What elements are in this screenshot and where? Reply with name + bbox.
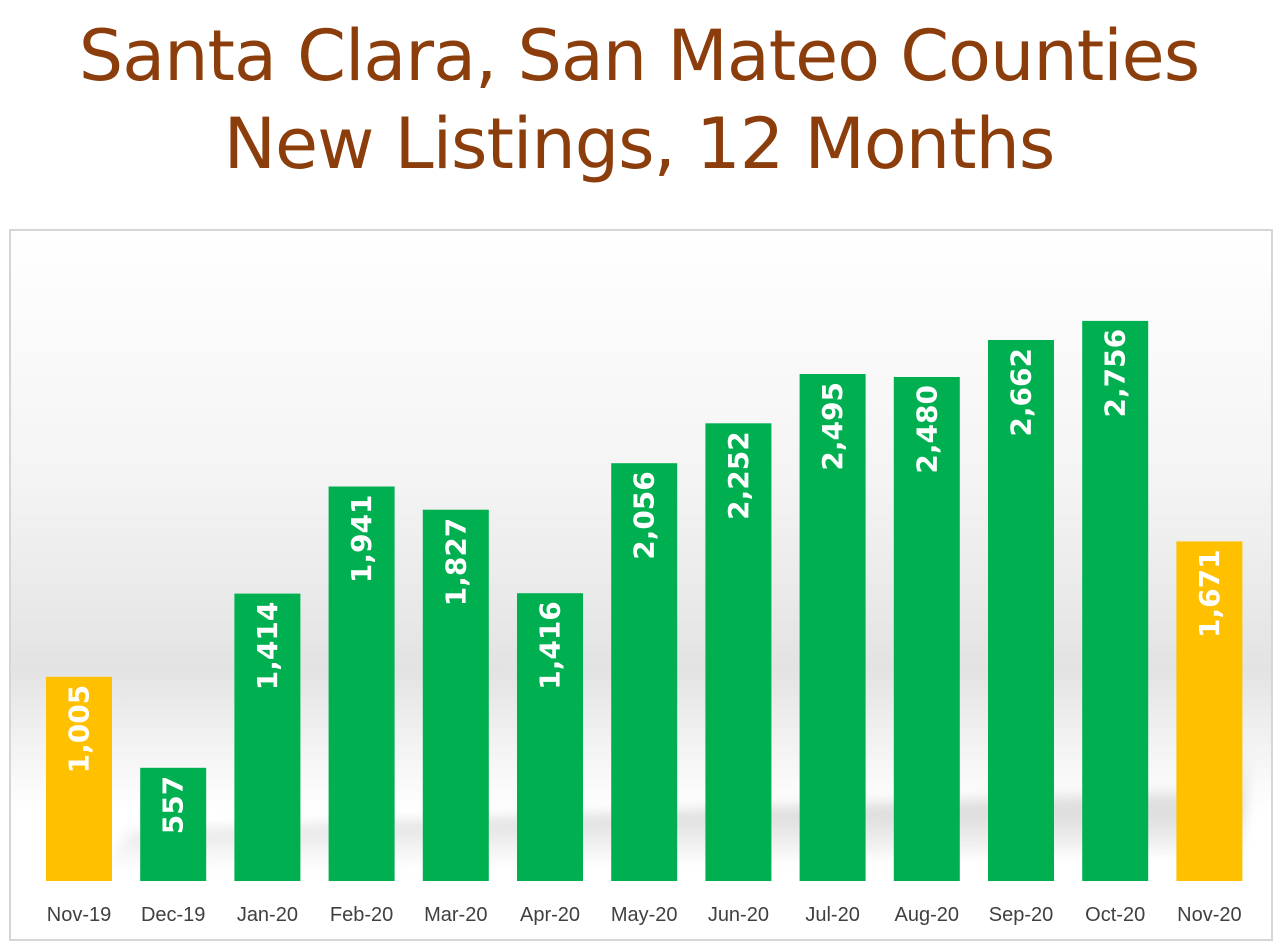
value-label-may-20: 2,056: [628, 471, 661, 560]
x-tick-label-jul-20: Jul-20: [805, 904, 859, 926]
value-label-apr-20: 1,416: [534, 601, 567, 690]
value-label-nov-19: 1,005: [63, 685, 96, 774]
bar-chart: 1,005 557 1,414 1,941 1,827 1,416 2,056 2,252 2,…: [11, 231, 1271, 939]
chart-subtitle: New Listings, 12 Months: [223, 103, 1056, 185]
x-tick-label-jan-20: Jan-20: [237, 904, 298, 926]
chart-title-block: Santa Clara, San Mateo Counties New List…: [0, 12, 1278, 188]
bar-dec-19: [140, 767, 207, 881]
value-label-feb-20: 1,941: [345, 495, 378, 584]
x-tick-label-sep-20: Sep-20: [989, 904, 1054, 926]
x-tick-label-oct-20: Oct-20: [1085, 904, 1145, 926]
x-tick-label-jun-20: Jun-20: [708, 904, 769, 926]
value-label-sep-20: 2,662: [1005, 348, 1038, 437]
bar-sep-20: [988, 340, 1054, 881]
chart-title: Santa Clara, San Mateo Counties: [78, 15, 1200, 97]
value-label-mar-20: 1,827: [439, 518, 472, 607]
bar-mar-20: [422, 509, 489, 881]
x-tick-label-nov-19: Nov-19: [47, 904, 111, 926]
value-label-dec-19: 557: [157, 776, 190, 834]
value-label-aug-20: 2,480: [910, 385, 943, 474]
bar-aug-20: [893, 377, 960, 881]
chart-area: 1,005 557 1,414 1,941 1,827 1,416 2,056 2,252 2,…: [9, 229, 1273, 941]
bar-jun-20: [705, 423, 772, 881]
bar-nov-19: [46, 676, 112, 881]
value-labels-layer: 1,005 557 1,414 1,941 1,827 1,416 2,056 2,252 2,…: [63, 329, 1226, 834]
bar-feb-20: [328, 486, 395, 881]
bars-layer: [46, 320, 1243, 881]
bar-jul-20: [799, 374, 866, 881]
x-tick-label-mar-20: Mar-20: [424, 904, 487, 926]
bar-oct-20: [1082, 320, 1149, 881]
value-label-jul-20: 2,495: [816, 382, 849, 471]
bar-nov-20: [1176, 541, 1243, 881]
x-axis-tick-labels: Nov-19 Dec-19 Jan-20 Feb-20 Mar-20 Apr-20 May-…: [47, 904, 1242, 926]
value-label-oct-20: 2,756: [1099, 329, 1132, 418]
x-tick-label-may-20: May-20: [611, 904, 678, 926]
x-tick-label-aug-20: Aug-20: [895, 904, 960, 926]
x-tick-label-feb-20: Feb-20: [330, 904, 393, 926]
x-tick-label-apr-20: Apr-20: [520, 904, 580, 926]
bar-apr-20: [517, 593, 583, 881]
bar-may-20: [611, 463, 678, 881]
bar-jan-20: [234, 593, 301, 881]
value-label-nov-20: 1,671: [1193, 549, 1226, 638]
value-label-jan-20: 1,414: [251, 602, 284, 691]
x-tick-label-nov-20: Nov-20: [1177, 904, 1241, 926]
value-label-jun-20: 2,252: [722, 431, 755, 520]
x-tick-label-dec-19: Dec-19: [141, 904, 205, 926]
